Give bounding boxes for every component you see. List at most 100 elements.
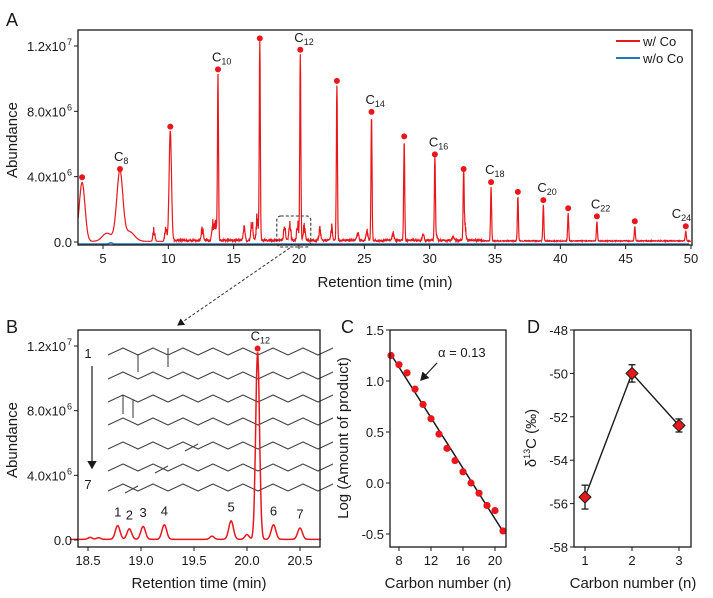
peak-label-1: C8 [114, 149, 128, 166]
panel-b-ylabel: Abundance [4, 402, 21, 478]
x-tick-label: 25 [357, 251, 371, 266]
panel-d-xlabel: Carbon number (n) [570, 575, 697, 592]
alpha-arrow [420, 362, 438, 381]
y-tick-label: -58 [549, 540, 568, 555]
peak-label-17: C24 [672, 206, 691, 223]
y-tick-label: 8.0x10 [27, 404, 66, 419]
peak-label-9: C16 [429, 134, 448, 151]
y-tick-label: 8.0x10 [27, 104, 66, 119]
structure-inset: 17 [84, 346, 334, 494]
panel-a-ylabel: Abundance [4, 102, 21, 178]
y-tick-label: -48 [549, 323, 568, 338]
inset-end-label: 7 [84, 477, 91, 492]
peak-label-13: C20 [537, 180, 556, 197]
peak-label-7: C14 [366, 92, 385, 109]
x-tick-label: 35 [488, 251, 502, 266]
y-tick-label: -0.5 [362, 527, 384, 542]
peak-label-sub: 10 [221, 56, 231, 66]
y-tick-exponent: 6 [67, 168, 72, 178]
zoom-region-box [276, 215, 312, 248]
peak-marker-2 [167, 123, 174, 130]
y-tick-label: 1.2x10 [27, 339, 66, 354]
panel-d-ylabel: δ13C (‰) [522, 409, 540, 467]
connecting-line [584, 372, 680, 498]
x-tick-label: 19.0 [128, 553, 153, 568]
trace-w-co [77, 41, 692, 244]
panel-c-xlabel: Carbon number (n) [385, 575, 512, 592]
y-tick-exponent: 7 [67, 337, 72, 347]
x-tick-label: 3 [675, 553, 682, 568]
peak-number-6: 6 [270, 503, 277, 518]
x-tick-label: 18.5 [75, 553, 100, 568]
data-point-n9 [403, 369, 411, 377]
zoom-arrow [177, 247, 291, 326]
peak-marker-14 [565, 205, 572, 212]
molecule-structure-6 [107, 463, 334, 472]
panel-d-chart: 1 2 3-58-56-54-52-50-48 Carbon number (n) … [522, 323, 696, 592]
diamond-marker-n1 [578, 490, 592, 504]
double-bond [184, 443, 199, 452]
x-tick-label: 15 [226, 251, 240, 266]
peak-marker-7 [368, 108, 375, 115]
x-tick-label: 50 [684, 251, 698, 266]
x-tick-label: 30 [422, 251, 436, 266]
peak-marker-5 [297, 46, 304, 53]
x-tick-label: 2 [628, 553, 635, 568]
molecule-structure-5 [107, 441, 334, 450]
data-point-n8 [395, 361, 403, 369]
panel-c-ylabel: Log (Amount of product) [335, 357, 352, 519]
peak-marker-10 [460, 166, 467, 173]
x-tick-label: 5 [99, 251, 106, 266]
data-point-n12 [427, 415, 435, 423]
data-point-n21 [499, 527, 507, 535]
inset-start-label: 1 [84, 346, 91, 361]
peak-label-sub: 22 [600, 203, 610, 213]
panel-label-c: C [341, 317, 354, 337]
data-point-n16 [459, 468, 467, 476]
x-tick-label: 20.0 [234, 553, 259, 568]
peak-label-3: C10 [212, 49, 231, 66]
y-tick-label: -50 [549, 366, 568, 381]
peak-marker-12 [514, 188, 521, 195]
data-point-n15 [451, 456, 459, 465]
peak-number-5: 5 [227, 499, 234, 514]
peak-marker-13 [540, 197, 547, 204]
peak-marker-15 [593, 213, 600, 220]
peak-label-sub: 12 [304, 37, 314, 47]
peak-marker-1 [116, 166, 123, 173]
panel-label-d: D [527, 317, 540, 337]
data-point-n17 [467, 479, 475, 487]
y-tick-label: 4.0x10 [27, 468, 66, 483]
peak-number-4: 4 [161, 503, 168, 518]
legend: w/ Co w/o Co [616, 34, 683, 66]
panel-a-chart: C8 C10 C12 C14 C16 C18 C20 C22 C24 5 10 15 20 25 30 35… [4, 29, 698, 326]
y-tick-exponent: 7 [67, 37, 72, 47]
y-tick-label: 1.0 [366, 374, 384, 389]
peak-label-sub: 18 [494, 169, 504, 179]
molecule-structure-1 [107, 347, 334, 356]
panel-b-xlabel: Retention time (min) [131, 575, 266, 592]
panel-label-a: A [6, 10, 18, 30]
x-tick-label: 8 [395, 553, 402, 568]
legend-label-wo-co: w/o Co [642, 51, 683, 66]
data-point-n20 [491, 506, 499, 515]
y-tick-label: 0.0 [54, 235, 72, 250]
peak-number-2: 2 [126, 507, 133, 522]
peak-label-15: C22 [591, 196, 610, 213]
panel-c-chart: 8 12 16 20 -0.5 0.0 0.5 1.0 1.5 Carbon number (n… [335, 323, 511, 592]
x-tick-label: 20 [488, 553, 502, 568]
alpha-annotation: α = 0.13 [438, 345, 486, 360]
data-point-n14 [443, 444, 451, 452]
trace-wo-co [78, 241, 689, 245]
y-tick-label: -54 [549, 453, 568, 468]
double-bond [124, 485, 139, 494]
y-tick-label: 0.0 [54, 533, 72, 548]
x-tick-label: 10 [161, 251, 175, 266]
x-tick-label: 19.5 [181, 553, 206, 568]
x-tick-label: 45 [618, 251, 632, 266]
panel-label-b: B [6, 317, 18, 337]
peak-label-sub: 20 [547, 187, 557, 197]
peak-marker-6 [333, 77, 340, 84]
data-point-n18 [475, 489, 483, 497]
